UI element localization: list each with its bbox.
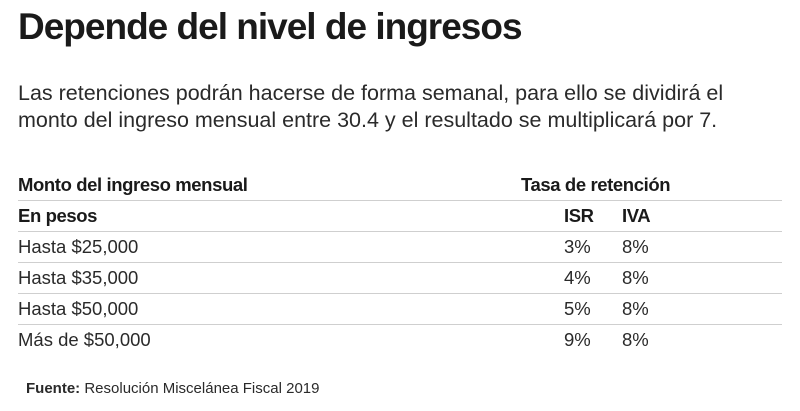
page-title: Depende del nivel de ingresos [18,6,523,47]
table-row: Hasta $25,000 3% 8% [18,232,782,263]
source-note: Fuente: Resolución Miscelánea Fiscal 201… [26,380,319,397]
isr-rate: 9% [564,329,591,350]
source-label: Fuente: [26,380,81,397]
rate-column-header: Tasa de retención [521,174,671,195]
table-row: Hasta $35,000 4% 8% [18,263,782,294]
isr-rate: 4% [564,267,591,288]
intro-line: Las retenciones podrán hacerse de forma … [18,81,724,105]
source-text: Resolución Miscelánea Fiscal 2019 [84,380,320,397]
isr-rate: 5% [564,298,591,319]
table-subheader-row: En pesos ISR IVA [18,201,782,232]
income-bracket: Hasta $50,000 [18,298,139,319]
income-bracket: Más de $50,000 [18,329,151,350]
table-row: Más de $50,000 9% 8% [18,325,782,355]
intro-line: monto del ingreso mensual entre 30.4 y e… [18,108,718,132]
iva-rate: 8% [622,236,649,257]
table-header-row: Monto del ingreso mensual Tasa de retenc… [18,170,782,201]
table-row: Hasta $50,000 5% 8% [18,294,782,325]
intro-paragraph: Las retenciones podrán hacerse de forma … [18,80,788,134]
isr-column-header: ISR [564,205,594,226]
iva-column-header: IVA [622,205,651,226]
iva-rate: 8% [622,329,649,350]
iva-rate: 8% [622,298,649,319]
currency-subheader: En pesos [18,205,98,226]
isr-rate: 3% [564,236,591,257]
income-bracket: Hasta $35,000 [18,267,139,288]
income-bracket: Hasta $25,000 [18,236,139,257]
iva-rate: 8% [622,267,649,288]
income-column-header: Monto del ingreso mensual [18,174,248,195]
